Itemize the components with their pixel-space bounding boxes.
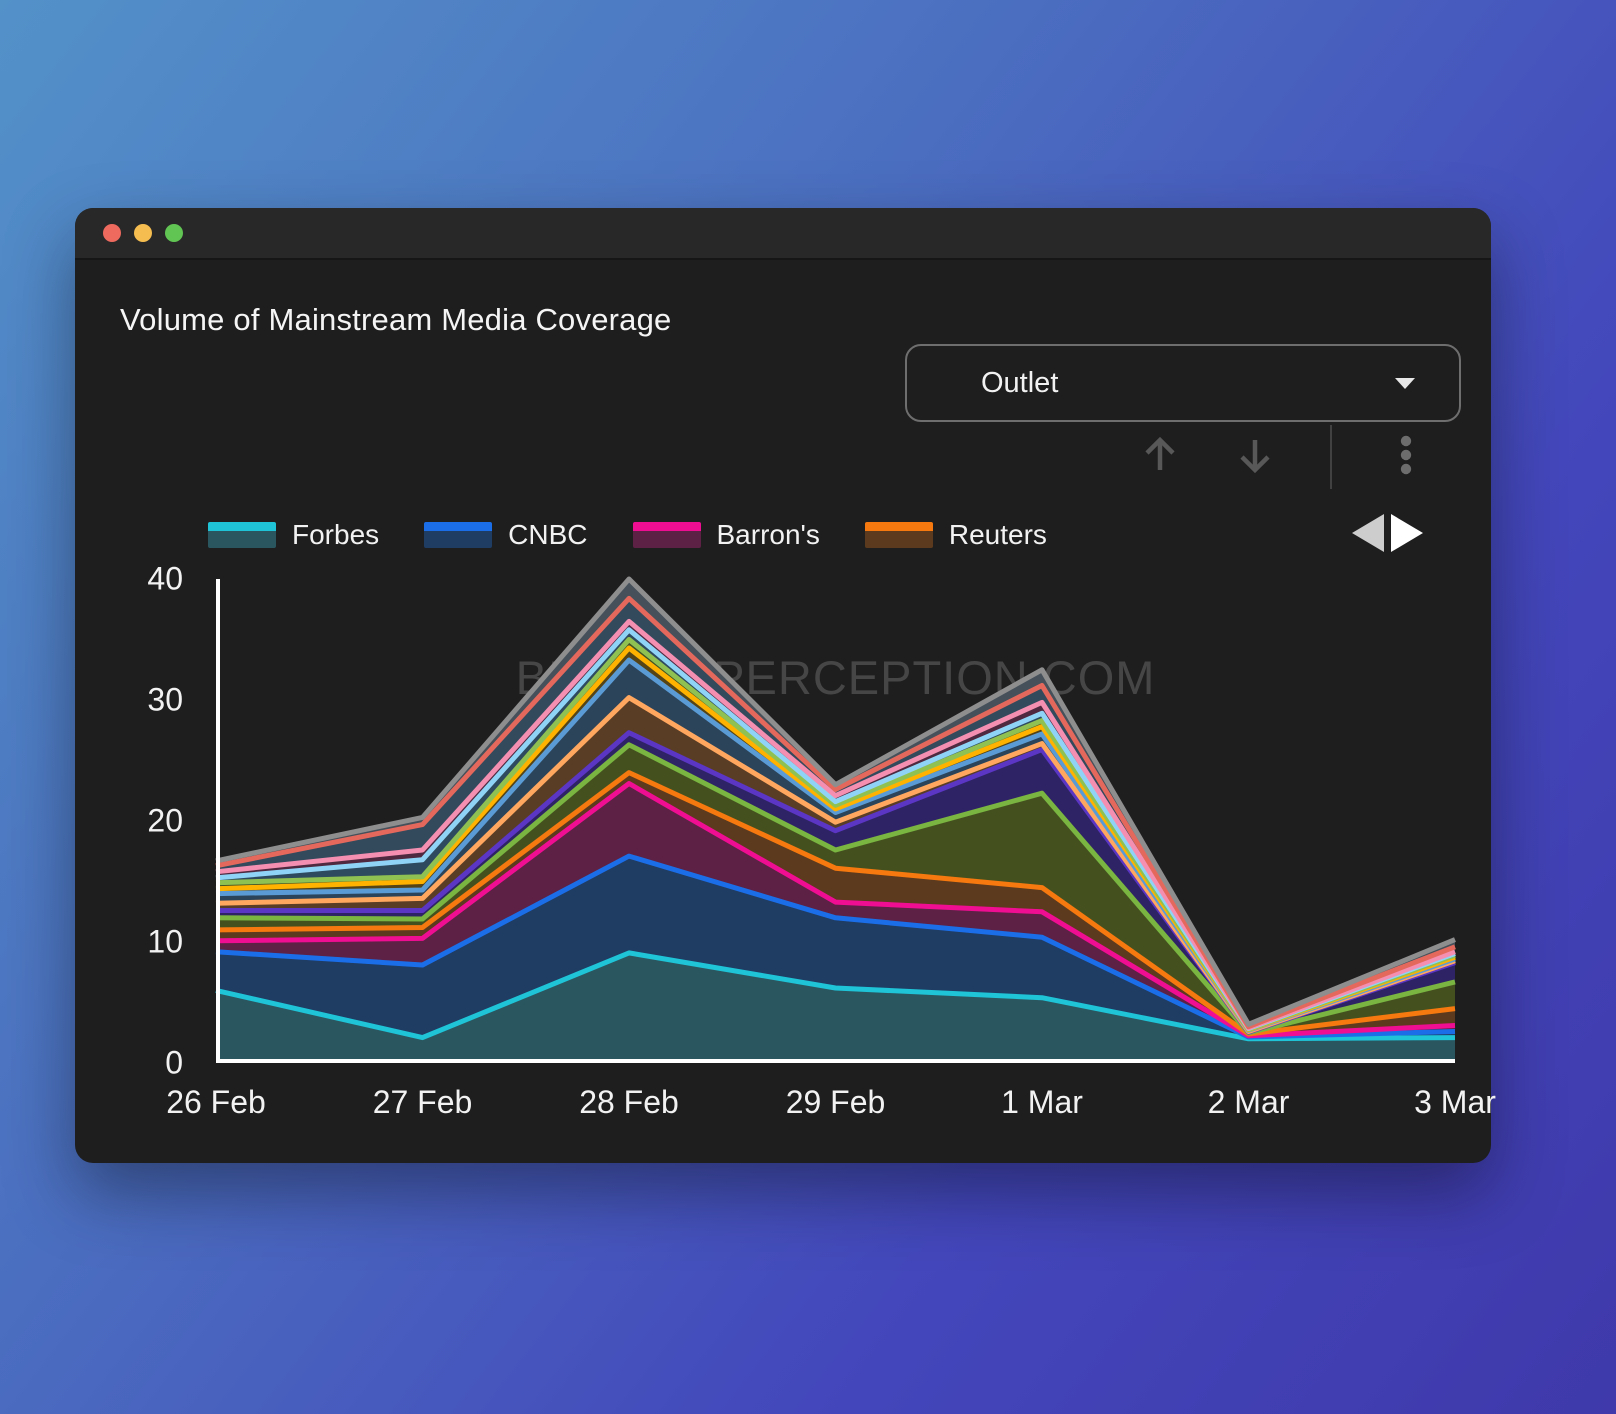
app-window: Volume of Mainstream Media Coverage Outl… <box>75 208 1496 1163</box>
y-tick-label: 0 <box>165 1044 183 1081</box>
x-tick-label: 26 Feb <box>166 1084 266 1120</box>
y-tick-label: 10 <box>147 923 183 960</box>
legend-label: CNBC <box>508 519 588 550</box>
y-tick-label: 30 <box>147 681 183 718</box>
header: Volume of Mainstream Media Coverage Outl… <box>75 260 1491 422</box>
y-tick-label: 20 <box>147 802 183 839</box>
series-line-series-14 <box>215 576 1456 1027</box>
sort-descending-button[interactable] <box>1232 432 1278 478</box>
legend-item-forbes[interactable]: Forbes <box>208 519 379 551</box>
area-band-Reuters <box>216 772 1455 1036</box>
kebab-menu-button[interactable] <box>1383 432 1429 478</box>
x-tick-label: 2 Mar <box>1207 1084 1290 1120</box>
toolbar-divider <box>1330 425 1332 489</box>
x-tick-label: 27 Feb <box>372 1084 473 1120</box>
y-tick-label: 40 <box>147 560 183 597</box>
area-band-series-7 <box>216 697 1455 1033</box>
x-tick-label: 28 Feb <box>579 1084 679 1120</box>
legend-next-arrow[interactable] <box>1391 514 1423 552</box>
legend-prev-arrow[interactable] <box>1352 514 1384 552</box>
legend-swatch-icon <box>632 522 701 548</box>
legend-swatch-icon <box>424 522 493 548</box>
minimize-button[interactable] <box>134 224 152 242</box>
stacked-area-plot[interactable] <box>215 576 1456 1063</box>
legend-label: Forbes <box>292 519 380 550</box>
area-band-Forbes <box>216 952 1455 1063</box>
legend-swatch-icon <box>864 522 933 548</box>
zoom-button[interactable] <box>165 224 183 242</box>
page-title: Volume of Mainstream Media Coverage <box>120 302 672 337</box>
legend-item-barron-s[interactable]: Barron's <box>632 519 820 551</box>
legend-label: Barron's <box>716 519 820 550</box>
chart-area: BITCOINPERCEPTION.COM <box>215 576 1456 1063</box>
outlet-dropdown[interactable]: Outlet <box>905 344 1461 422</box>
legend-item-reuters[interactable]: Reuters <box>864 519 1047 551</box>
area-band-series-5 <box>216 744 1455 1034</box>
sort-ascending-button[interactable] <box>1137 432 1183 478</box>
legend-swatch-icon <box>208 522 276 548</box>
legend-item-cnbc[interactable]: CNBC <box>424 519 588 551</box>
legend-pager <box>1352 511 1423 555</box>
chevron-down-icon <box>1395 377 1415 389</box>
window-titlebar <box>75 208 1491 260</box>
area-band-Barron's <box>216 783 1455 1037</box>
x-tick-label: 29 Feb <box>785 1084 886 1120</box>
close-button[interactable] <box>103 224 121 242</box>
legend-label: Reuters <box>948 519 1047 550</box>
outlet-dropdown-value: Outlet <box>981 366 1059 399</box>
chart-legend: Forbes CNBC Barron's Reuters <box>208 513 1047 557</box>
axis-lines <box>216 579 1455 1063</box>
x-tick-label: 1 Mar <box>1001 1084 1083 1120</box>
area-band-series-9 <box>216 648 1455 1031</box>
x-tick-label: 3 Mar <box>1414 1084 1496 1120</box>
